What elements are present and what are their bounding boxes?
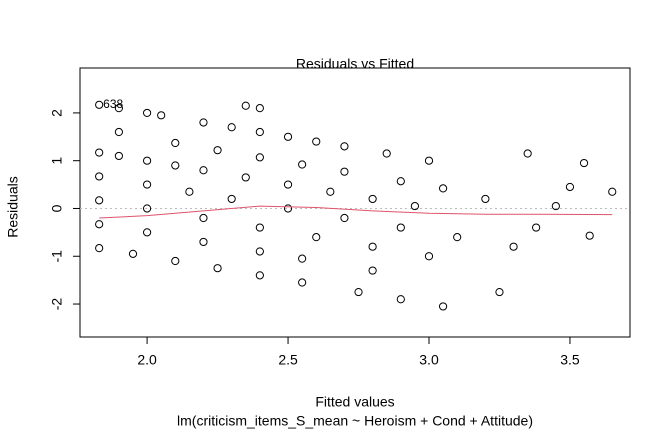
- point: [579, 158, 589, 168]
- point: [241, 173, 250, 182]
- point: [199, 213, 208, 223]
- y-tick-label: -2: [49, 298, 65, 311]
- point: [95, 148, 104, 157]
- point: [95, 100, 104, 109]
- point-annotation: 638: [103, 97, 123, 111]
- point: [453, 233, 462, 242]
- y-tick-label: 0: [49, 204, 65, 212]
- point: [424, 252, 434, 261]
- point: [368, 266, 377, 275]
- point: [199, 118, 208, 127]
- point: [142, 156, 152, 165]
- point: [340, 142, 349, 151]
- point: [255, 223, 264, 232]
- point: [157, 111, 166, 120]
- x-axis-label: Fitted values: [315, 394, 394, 410]
- point: [142, 108, 152, 118]
- plot-frame: [79, 67, 631, 338]
- point: [227, 194, 236, 204]
- point: [340, 213, 349, 223]
- point: [171, 161, 180, 170]
- point: [114, 151, 124, 161]
- point: [255, 127, 264, 137]
- point: [523, 149, 532, 158]
- x-tick-label: 2.0: [137, 352, 157, 368]
- point: [241, 101, 250, 110]
- point: [312, 233, 321, 242]
- point: [171, 138, 180, 148]
- point: [199, 237, 208, 247]
- point: [114, 127, 124, 137]
- point: [410, 201, 420, 211]
- y-tick-label: -1: [49, 250, 65, 263]
- point: [283, 132, 293, 141]
- point: [171, 256, 180, 266]
- point: [255, 104, 264, 113]
- point: [608, 187, 617, 196]
- point: [95, 244, 104, 253]
- point: [438, 302, 448, 311]
- point: [298, 278, 307, 287]
- point: [142, 180, 152, 189]
- point: [354, 287, 363, 297]
- point: [424, 156, 434, 165]
- point: [312, 137, 321, 146]
- point: [509, 242, 518, 251]
- point: [481, 194, 490, 204]
- point: [340, 167, 349, 176]
- point: [142, 204, 152, 213]
- x-tick-label: 2.5: [278, 352, 298, 368]
- point: [255, 153, 264, 162]
- point: [438, 184, 448, 193]
- point: [255, 247, 264, 256]
- point: [213, 146, 222, 155]
- point: [396, 177, 405, 186]
- point: [95, 220, 104, 229]
- point: [298, 254, 307, 263]
- x-tick-label: 3.5: [560, 352, 580, 368]
- smooth-line: [99, 205, 613, 219]
- point: [255, 271, 264, 280]
- point: [283, 180, 293, 189]
- point: [368, 242, 377, 251]
- point: [326, 187, 335, 196]
- point: [585, 231, 594, 240]
- point: [199, 166, 208, 175]
- point: [382, 149, 391, 158]
- y-axis-label: Residuals: [5, 176, 21, 237]
- point: [227, 123, 236, 132]
- point: [142, 228, 152, 237]
- point: [128, 249, 138, 258]
- x-tick-label: 3.0: [419, 352, 439, 368]
- point: [368, 194, 377, 204]
- point: [532, 223, 541, 232]
- point: [565, 182, 575, 192]
- point: [298, 160, 307, 169]
- y-tick-label: 1: [49, 157, 65, 165]
- point: [495, 287, 504, 297]
- point: [213, 264, 222, 273]
- point: [551, 201, 560, 211]
- subtitle: lm(criticism_items_S_mean ~ Heroism + Co…: [177, 413, 533, 429]
- point: [114, 104, 124, 113]
- chart-title: Residuals vs Fitted: [296, 56, 414, 72]
- point: [185, 187, 194, 196]
- y-tick-label: 2: [49, 109, 65, 117]
- point: [396, 223, 405, 232]
- point: [95, 172, 104, 181]
- point: [396, 295, 405, 304]
- point: [283, 204, 293, 213]
- point: [95, 196, 104, 205]
